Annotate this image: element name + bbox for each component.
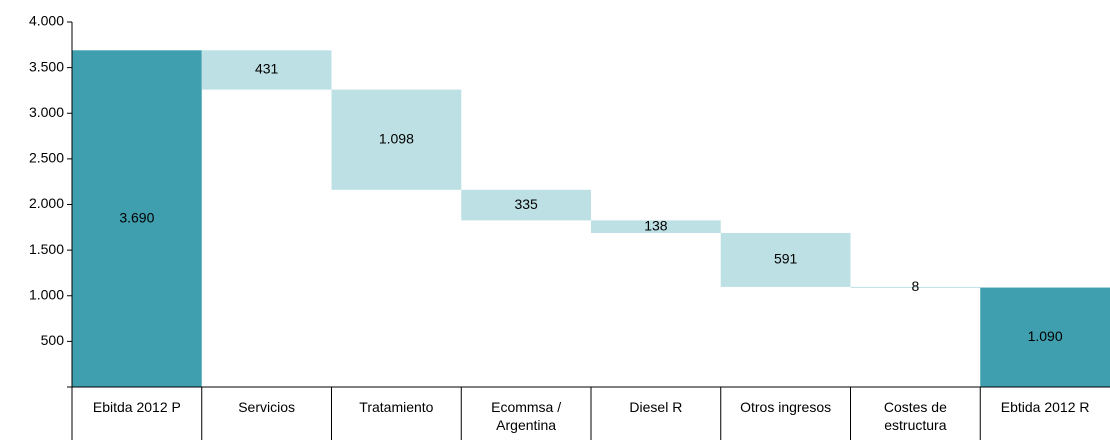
y-tick-label: 1.500 [29, 241, 64, 257]
bar [461, 189, 591, 221]
y-tick-label: 3.000 [29, 104, 64, 120]
x-tick-label: Tratamiento [359, 399, 434, 415]
y-tick-label: 4.000 [29, 13, 64, 29]
bar [720, 232, 851, 287]
bar [850, 286, 981, 288]
x-tick-label: Ecommsa / Argentina [491, 399, 562, 433]
data-label: 335 [514, 196, 538, 212]
x-tick-label: Costes de estructura [883, 399, 947, 433]
bar [331, 89, 462, 190]
x-tick-label: Ebitda 2012 P [92, 399, 181, 415]
data-label: 1.090 [1028, 328, 1063, 344]
x-tick-label: Servicios [238, 399, 296, 415]
x-tick-label: Diesel R [629, 399, 683, 415]
y-tick-label: 1.000 [29, 286, 64, 302]
y-tick-label: 2.000 [29, 195, 64, 211]
data-label: 138 [644, 217, 668, 233]
y-tick-label: 500 [41, 332, 65, 348]
x-tick-label: Ebtida 2012 R [1000, 399, 1090, 415]
y-tick-label: 3.500 [29, 58, 64, 74]
data-label: 1.098 [379, 130, 414, 146]
bar [201, 50, 332, 90]
y-tick-label: 2.500 [29, 150, 64, 166]
bar [591, 220, 721, 233]
data-label: 8 [911, 278, 919, 294]
data-label: 431 [255, 61, 279, 77]
bar [980, 287, 1110, 387]
x-tick-label: Otros ingresos [740, 399, 832, 415]
bar [72, 50, 202, 387]
data-label: 3.690 [119, 209, 154, 225]
data-label: 591 [774, 251, 798, 267]
